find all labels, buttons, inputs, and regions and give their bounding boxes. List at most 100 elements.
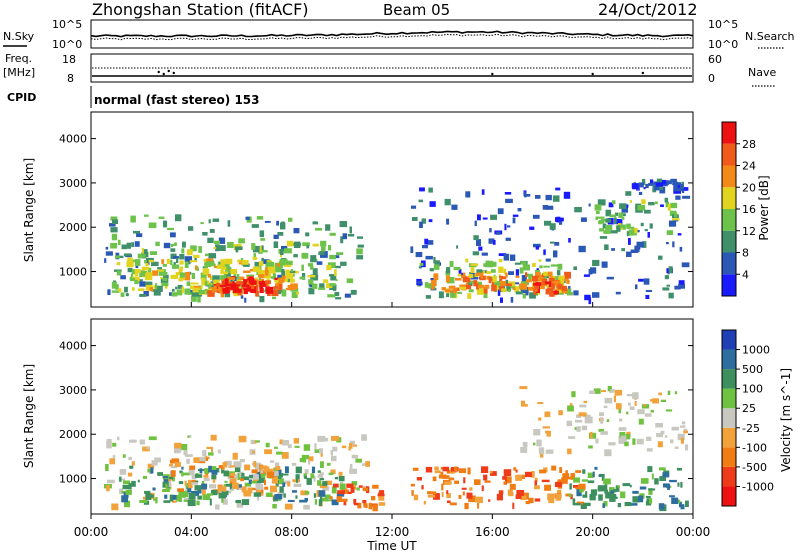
power-y-axis: 1000 2000 3000 4000 (59, 133, 693, 279)
data-cell (598, 429, 605, 432)
data-cell (172, 494, 177, 500)
data-cell (243, 490, 252, 497)
data-cell (221, 266, 227, 271)
data-cell (139, 294, 147, 297)
data-cell (638, 182, 644, 188)
data-cell (555, 187, 561, 191)
data-cell (554, 482, 562, 488)
data-cell (227, 287, 230, 294)
data-cell (260, 250, 268, 253)
data-cell (512, 214, 519, 217)
data-cell (342, 233, 347, 240)
data-cell (170, 243, 177, 246)
data-cell (639, 486, 647, 490)
data-cell (440, 471, 444, 478)
data-cell (500, 297, 503, 303)
data-cell (197, 495, 202, 500)
data-cell (129, 465, 134, 469)
data-cell (680, 504, 685, 510)
data-cell (525, 272, 528, 278)
data-cell (336, 252, 344, 255)
data-cell (250, 487, 258, 491)
data-cell (552, 195, 560, 202)
data-cell (512, 217, 516, 224)
data-cell (191, 474, 197, 480)
data-cell (636, 438, 644, 445)
data-cell (658, 255, 663, 260)
data-cell (612, 200, 616, 205)
data-cell (536, 286, 540, 293)
cpid-label: CPID (7, 91, 36, 104)
data-cell (428, 187, 433, 193)
data-cell (539, 469, 547, 474)
data-cell (660, 204, 664, 207)
data-cell (641, 199, 646, 204)
data-cell (539, 265, 543, 269)
data-cell (681, 421, 686, 425)
data-cell (618, 408, 622, 414)
data-cell (553, 290, 559, 295)
data-cell (285, 269, 290, 276)
data-cell (578, 483, 586, 490)
data-cell (673, 181, 679, 186)
data-cell (334, 291, 340, 297)
data-cell (670, 178, 677, 182)
data-cell (515, 291, 523, 295)
data-cell (679, 501, 682, 508)
data-cell (240, 295, 244, 299)
data-cell (221, 468, 225, 474)
data-cell (525, 471, 532, 478)
data-cell (254, 462, 262, 470)
data-cell (411, 205, 417, 209)
data-cell (681, 183, 684, 191)
data-cell (465, 282, 469, 286)
data-cell (377, 493, 385, 497)
data-cell (498, 490, 504, 494)
data-cell (149, 251, 157, 255)
noise-left-tick-bottom: 10^0 (52, 38, 82, 51)
data-cell (536, 439, 542, 447)
noise-panel-frame (90, 19, 694, 49)
data-cell (529, 226, 535, 230)
velocity-ylabel: Slant Range [km] (22, 364, 36, 468)
data-cell (272, 296, 277, 300)
data-cell (320, 475, 324, 480)
data-cell (139, 500, 148, 503)
data-cell (649, 179, 654, 185)
data-cell (650, 409, 654, 413)
data-cell (184, 261, 189, 268)
data-cell (179, 276, 185, 281)
data-cell (535, 246, 539, 250)
data-cell (253, 461, 257, 468)
noise-left-tick-top: 10^5 (52, 18, 82, 31)
data-cell (225, 286, 229, 294)
data-cell (268, 468, 275, 474)
data-cell (348, 446, 351, 451)
data-cell (145, 251, 149, 258)
data-cell (644, 209, 651, 214)
data-cell (252, 256, 258, 260)
data-cell (568, 286, 571, 290)
data-cell (202, 488, 206, 496)
data-cell (351, 481, 358, 486)
data-cell (188, 479, 192, 483)
data-cell (534, 477, 538, 483)
data-cell (230, 465, 236, 468)
noise-right-tick-top: 10^5 (708, 18, 738, 31)
data-cell (526, 273, 529, 277)
data-cell (421, 485, 424, 490)
data-cell (190, 245, 197, 252)
data-cell (214, 240, 220, 245)
data-cell (238, 238, 245, 244)
data-cell (341, 445, 347, 449)
data-cell (451, 204, 458, 210)
data-cell (335, 255, 340, 259)
data-cell (243, 270, 251, 273)
data-cell (589, 495, 594, 498)
data-cell (598, 220, 602, 225)
data-cell (610, 493, 617, 498)
data-cell (265, 263, 270, 270)
data-cell (625, 191, 632, 196)
data-cell (281, 473, 289, 476)
data-cell (325, 480, 332, 486)
